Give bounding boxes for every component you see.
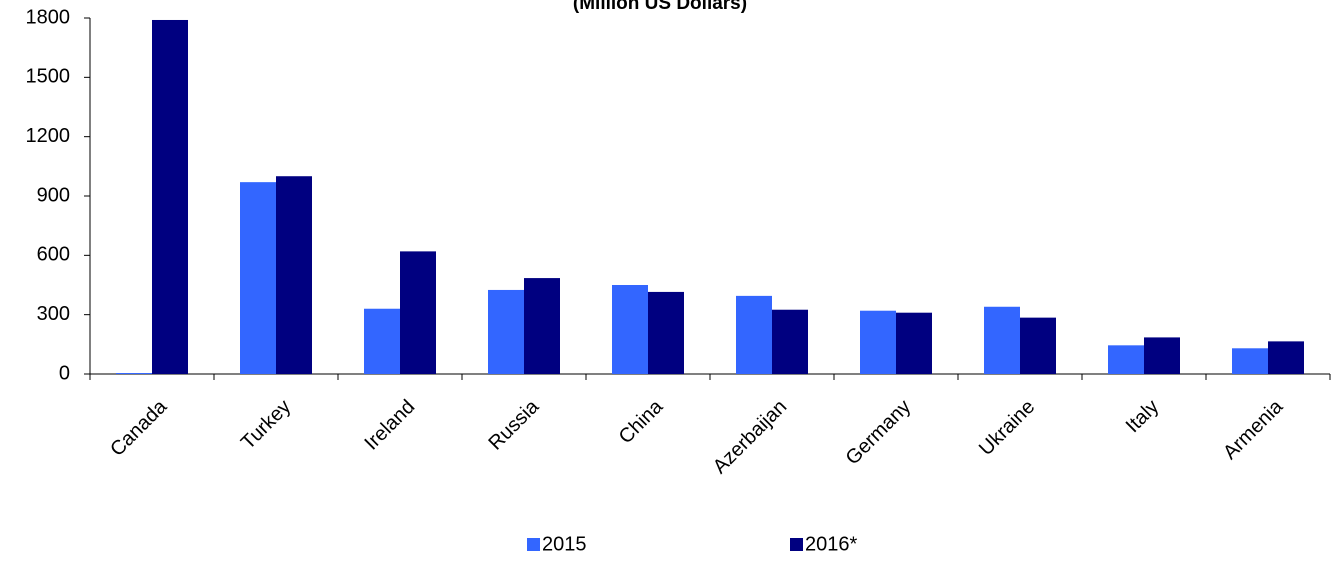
bar — [1268, 341, 1304, 374]
x-tick-label: Ukraine — [975, 396, 1039, 460]
bar — [1108, 345, 1144, 374]
bar — [612, 285, 648, 374]
x-tick-label: China — [615, 395, 668, 448]
bar — [276, 176, 312, 374]
bar — [1232, 348, 1268, 374]
bar — [1020, 317, 1056, 374]
bar — [524, 278, 560, 374]
y-tick-label: 300 — [37, 303, 70, 325]
bar — [488, 289, 524, 374]
bar — [240, 182, 276, 374]
legend-swatch — [527, 538, 540, 551]
legend-label: 2015 — [542, 533, 587, 555]
y-tick-label: 900 — [37, 184, 70, 206]
y-tick-label: 1500 — [26, 66, 71, 88]
x-tick-label: Azerbaijan — [709, 396, 791, 478]
y-tick-label: 0 — [59, 362, 70, 384]
x-tick-label: Russia — [484, 395, 543, 454]
bar — [648, 291, 684, 374]
y-tick-label: 1800 — [26, 6, 71, 28]
x-tick-label: Italy — [1122, 396, 1163, 437]
bar — [984, 306, 1020, 374]
bar — [116, 373, 152, 374]
chart-title: (Million US Dollars) — [573, 0, 747, 14]
legend-swatch — [790, 538, 803, 551]
x-tick-label: Turkey — [237, 396, 295, 454]
bar — [364, 308, 400, 374]
x-tick-label: Armenia — [1219, 395, 1288, 464]
bar — [736, 295, 772, 374]
y-tick-label: 1200 — [26, 125, 71, 147]
x-tick-label: Germany — [842, 396, 916, 470]
bar — [1144, 337, 1180, 374]
bar — [400, 251, 436, 374]
bar — [860, 310, 896, 374]
bar — [152, 19, 188, 374]
y-tick-label: 600 — [37, 244, 70, 266]
bar — [772, 309, 808, 374]
legend-label: 2016* — [805, 533, 857, 555]
x-tick-label: Canada — [106, 395, 172, 461]
bar — [896, 312, 932, 374]
x-tick-label: Ireland — [360, 396, 419, 455]
